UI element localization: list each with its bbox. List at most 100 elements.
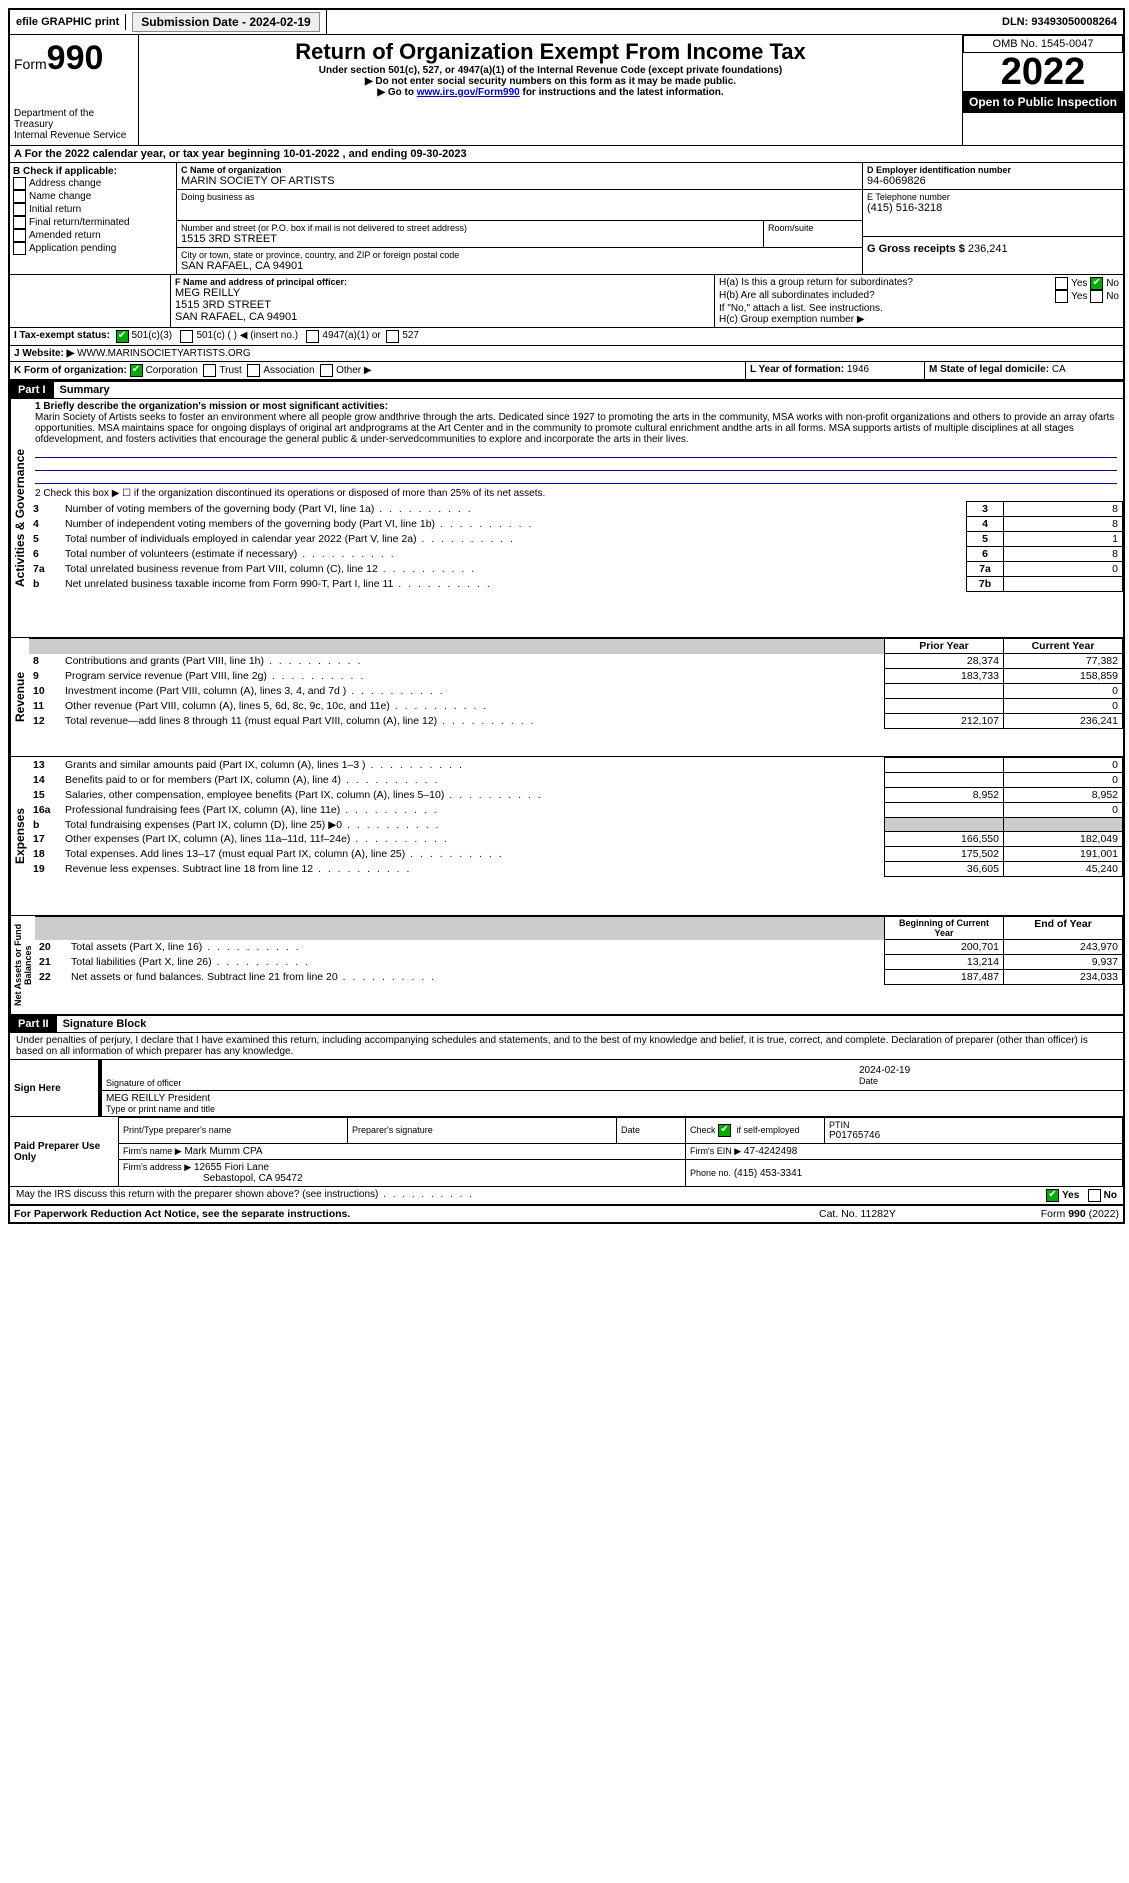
- ha-yes[interactable]: [1055, 277, 1068, 290]
- sig-date-label: Date: [859, 1076, 1119, 1086]
- hb-yes[interactable]: [1055, 290, 1068, 303]
- sign-here-label: Sign Here: [10, 1060, 100, 1117]
- k-corp[interactable]: [130, 364, 143, 377]
- netassets-block: Net Assets or Fund Balances Beginning of…: [10, 915, 1123, 1014]
- g-label: G Gross receipts $: [867, 243, 965, 255]
- firm-addr-label: Firm's address ▶: [123, 1162, 191, 1172]
- row-num: 12: [29, 714, 61, 729]
- b-opt-initial: Initial return: [13, 203, 173, 216]
- irs-link[interactable]: www.irs.gov/Form990: [417, 87, 520, 98]
- curr-val: 0: [1004, 699, 1123, 714]
- i-501c[interactable]: [180, 330, 193, 343]
- curr-val: 236,241: [1004, 714, 1123, 729]
- k-trust[interactable]: [203, 364, 216, 377]
- k-other[interactable]: [320, 364, 333, 377]
- curr-val: 0: [1004, 758, 1123, 773]
- discuss-yes[interactable]: [1046, 1189, 1059, 1202]
- rev-table: Prior Year Current Year 8 Contributions …: [29, 638, 1123, 729]
- firm-ein: 47-4242498: [744, 1146, 797, 1157]
- entity-block: B Check if applicable: Address change Na…: [10, 163, 1123, 275]
- bcy-hdr: Beginning of Current Year: [885, 917, 1004, 940]
- discuss-row: May the IRS discuss this return with the…: [10, 1187, 1123, 1205]
- gross-receipts: 236,241: [968, 243, 1008, 255]
- prior-val: 13,214: [885, 955, 1004, 970]
- part1-badge: Part I: [10, 382, 54, 398]
- h-block: H(a) Is this a group return for subordin…: [714, 275, 1123, 327]
- i-501c3[interactable]: [116, 330, 129, 343]
- sig-officer-label: Signature of officer: [106, 1078, 851, 1088]
- row-num: b: [29, 818, 61, 832]
- i-4947[interactable]: [306, 330, 319, 343]
- side-net: Net Assets or Fund Balances: [10, 916, 35, 1014]
- curr-val: 243,970: [1004, 940, 1123, 955]
- prior-val: 183,733: [885, 669, 1004, 684]
- checkbox-initial[interactable]: [13, 203, 26, 216]
- row-num: 10: [29, 684, 61, 699]
- line-m: M State of legal domicile: CA: [924, 362, 1123, 379]
- officer-city: SAN RAFAEL, CA 94901: [175, 311, 710, 323]
- paid-preparer-label: Paid Preparer Use Only: [10, 1118, 119, 1187]
- checkbox-pending[interactable]: [13, 242, 26, 255]
- curr-val: 9,937: [1004, 955, 1123, 970]
- curr-val: 191,001: [1004, 847, 1123, 862]
- checkbox-amended[interactable]: [13, 229, 26, 242]
- q1-label: 1 Briefly describe the organization's mi…: [35, 401, 1117, 412]
- ein: 94-6069826: [867, 175, 1119, 187]
- expenses-block: Expenses 13 Grants and similar amounts p…: [10, 756, 1123, 915]
- discuss-no[interactable]: [1088, 1189, 1101, 1202]
- row-num: 8: [29, 654, 61, 669]
- self-employed-checkbox[interactable]: [718, 1124, 731, 1137]
- checkbox-address[interactable]: [13, 177, 26, 190]
- col-c: C Name of organization MARIN SOCIETY OF …: [177, 163, 862, 274]
- submission-date: Submission Date - 2024-02-19: [126, 10, 326, 34]
- telephone: (415) 516-3218: [867, 202, 1119, 214]
- k-assoc[interactable]: [247, 364, 260, 377]
- i-527[interactable]: [386, 330, 399, 343]
- b-opt-amended: Amended return: [13, 229, 173, 242]
- prior-val: [885, 803, 1004, 818]
- b-opt-pending: Application pending: [13, 242, 173, 255]
- ag-table: 3 Number of voting members of the govern…: [29, 501, 1123, 592]
- room-label: Room/suite: [768, 223, 858, 233]
- curr-val: 0: [1004, 684, 1123, 699]
- firm-addr1: 12655 Fiori Lane: [194, 1162, 269, 1173]
- form-number: Form990: [14, 39, 134, 78]
- ha-no[interactable]: [1090, 277, 1103, 290]
- j-label: J Website: ▶: [14, 348, 74, 359]
- b-opt-name: Name change: [13, 190, 173, 203]
- f-block: F Name and address of principal officer:…: [171, 275, 714, 327]
- row-text: Total number of individuals employed in …: [61, 532, 967, 547]
- street-row: Number and street (or P.O. box if mail i…: [177, 221, 862, 248]
- checkbox-final[interactable]: [13, 216, 26, 229]
- curr-val: 182,049: [1004, 832, 1123, 847]
- line-i: I Tax-exempt status: 501(c)(3) 501(c) ( …: [10, 328, 1123, 346]
- checkbox-name[interactable]: [13, 190, 26, 203]
- line-j: J Website: ▶ WWW.MARINSOCIETYARTISTS.ORG: [10, 346, 1123, 362]
- row-text: Total fundraising expenses (Part IX, col…: [61, 818, 885, 832]
- ha-label: H(a) Is this a group return for subordin…: [719, 277, 1055, 290]
- row-text: Net unrelated business taxable income fr…: [61, 577, 967, 592]
- curr-val: 158,859: [1004, 669, 1123, 684]
- row-text: Other expenses (Part IX, column (A), lin…: [61, 832, 885, 847]
- col-deg: D Employer identification number 94-6069…: [862, 163, 1123, 274]
- line-l: L Year of formation: 1946: [745, 362, 924, 379]
- dba-label: Doing business as: [181, 192, 858, 202]
- row-code: 4: [967, 517, 1004, 532]
- form-990-page: efile GRAPHIC print Submission Date - 20…: [8, 8, 1125, 1224]
- phone-label: Phone no.: [690, 1168, 731, 1178]
- perjury-decl: Under penalties of perjury, I declare th…: [10, 1033, 1123, 1060]
- submission-date-button[interactable]: Submission Date - 2024-02-19: [132, 12, 319, 32]
- fh-block: F Name and address of principal officer:…: [10, 275, 1123, 328]
- f-label: F Name and address of principal officer:: [175, 277, 710, 287]
- ey-hdr: End of Year: [1004, 917, 1123, 940]
- row-num: 4: [29, 517, 61, 532]
- row-text: Program service revenue (Part VIII, line…: [61, 669, 885, 684]
- part2-badge: Part II: [10, 1016, 57, 1032]
- row-code: 7b: [967, 577, 1004, 592]
- firm-name-label: Firm's name ▶: [123, 1146, 182, 1156]
- cy-hdr: Current Year: [1004, 639, 1123, 654]
- firm-name: Mark Mumm CPA: [184, 1146, 262, 1157]
- hb-no[interactable]: [1090, 290, 1103, 303]
- open-inspection: Open to Public Inspection: [963, 91, 1123, 113]
- officer-name: MEG REILLY: [175, 287, 710, 299]
